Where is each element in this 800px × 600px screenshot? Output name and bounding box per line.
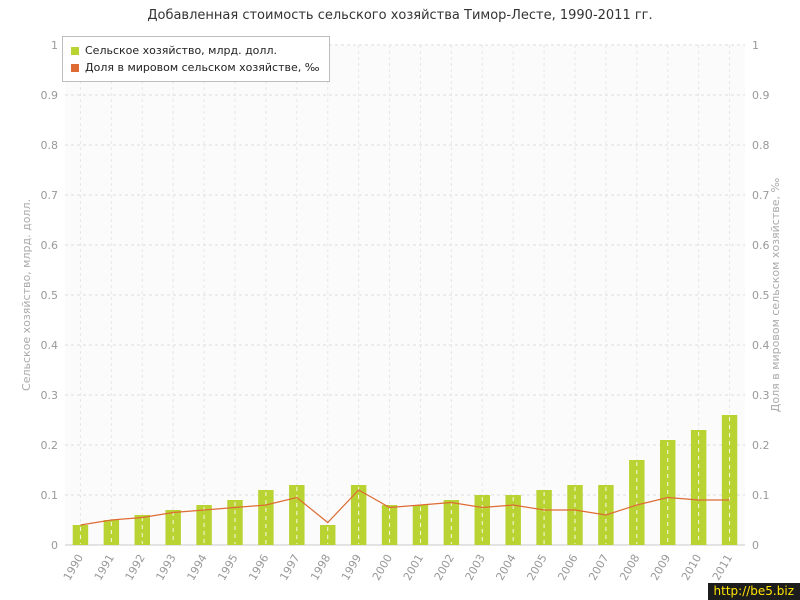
svg-text:1996: 1996 (246, 552, 271, 583)
svg-text:2008: 2008 (617, 552, 642, 583)
y-axis-label-left: Сельское хозяйство, млрд. долл. (20, 199, 33, 391)
bar (227, 500, 243, 545)
svg-text:0.7: 0.7 (41, 189, 59, 202)
legend-swatch-bar (71, 46, 79, 55)
svg-text:1990: 1990 (61, 552, 86, 583)
svg-text:1: 1 (51, 39, 58, 52)
line-series (80, 489, 730, 526)
svg-text:1994: 1994 (184, 552, 209, 583)
svg-text:2009: 2009 (648, 552, 673, 583)
svg-text:0: 0 (51, 539, 58, 552)
legend-label-agriculture: Сельское хозяйство, млрд. долл. (85, 44, 277, 57)
svg-text:2006: 2006 (555, 552, 580, 583)
svg-text:1991: 1991 (92, 552, 117, 583)
svg-text:1998: 1998 (308, 552, 333, 583)
legend-item-world-share: Доля в мировом сельском хозяйстве, ‰ (71, 59, 319, 76)
svg-text:0.9: 0.9 (752, 89, 770, 102)
svg-text:2002: 2002 (432, 552, 457, 583)
svg-text:1: 1 (752, 39, 759, 52)
bar (721, 415, 738, 545)
x-tick-labels: 1990 1991 1992 1993 1994 1995 1996 1997 1998 1999… (61, 552, 735, 583)
svg-text:2000: 2000 (370, 552, 395, 583)
svg-text:0.2: 0.2 (41, 439, 59, 452)
svg-text:2010: 2010 (679, 552, 704, 583)
svg-text:0.4: 0.4 (41, 339, 59, 352)
svg-text:1999: 1999 (339, 552, 364, 583)
svg-text:2011: 2011 (710, 552, 735, 583)
svg-text:0.6: 0.6 (41, 239, 59, 252)
svg-text:2003: 2003 (463, 552, 488, 583)
svg-text:2001: 2001 (401, 552, 426, 583)
svg-text:1997: 1997 (277, 552, 302, 583)
svg-text:0.3: 0.3 (41, 389, 59, 402)
tick-labels: 0 0 0.1 0.1 0.2 0.2 0.3 0.3 0.4 0.4 0.5 0.5 0.6 0.6 0.… (41, 39, 770, 552)
svg-text:0.2: 0.2 (752, 439, 770, 452)
watermark-link[interactable]: http://be5.biz (707, 583, 800, 600)
legend: Сельское хозяйство, млрд. долл. Доля в м… (62, 36, 331, 82)
svg-text:0.4: 0.4 (752, 339, 770, 352)
svg-text:0.3: 0.3 (752, 389, 770, 402)
svg-text:0.8: 0.8 (752, 139, 770, 152)
svg-text:2004: 2004 (494, 552, 519, 583)
svg-text:1992: 1992 (123, 552, 148, 583)
bar-series (72, 415, 738, 545)
bar (505, 495, 521, 545)
svg-text:0: 0 (752, 539, 759, 552)
svg-text:0.6: 0.6 (752, 239, 770, 252)
bar (134, 515, 150, 545)
svg-text:0.8: 0.8 (41, 139, 59, 152)
svg-text:0.5: 0.5 (752, 289, 770, 302)
y-axis-label-right: Доля в мировом сельском хозяйстве, ‰ (769, 178, 782, 413)
svg-text:0.9: 0.9 (41, 89, 59, 102)
svg-text:0.7: 0.7 (752, 189, 770, 202)
gridlines (65, 44, 745, 546)
svg-text:1993: 1993 (154, 552, 179, 583)
bar (165, 510, 181, 545)
svg-text:0.5: 0.5 (41, 289, 59, 302)
svg-text:1995: 1995 (215, 552, 240, 583)
bar (443, 500, 460, 545)
bar (690, 430, 707, 545)
svg-text:2005: 2005 (524, 552, 549, 583)
legend-swatch-line (71, 63, 79, 72)
legend-item-agriculture: Сельское хозяйство, млрд. долл. (71, 42, 319, 59)
svg-text:2007: 2007 (586, 552, 611, 583)
chart-title: Добавленная стоимость сельского хозяйств… (147, 8, 653, 23)
legend-label-world-share: Доля в мировом сельском хозяйстве, ‰ (85, 61, 320, 74)
svg-text:0.1: 0.1 (41, 489, 59, 502)
svg-text:0.1: 0.1 (752, 489, 770, 502)
